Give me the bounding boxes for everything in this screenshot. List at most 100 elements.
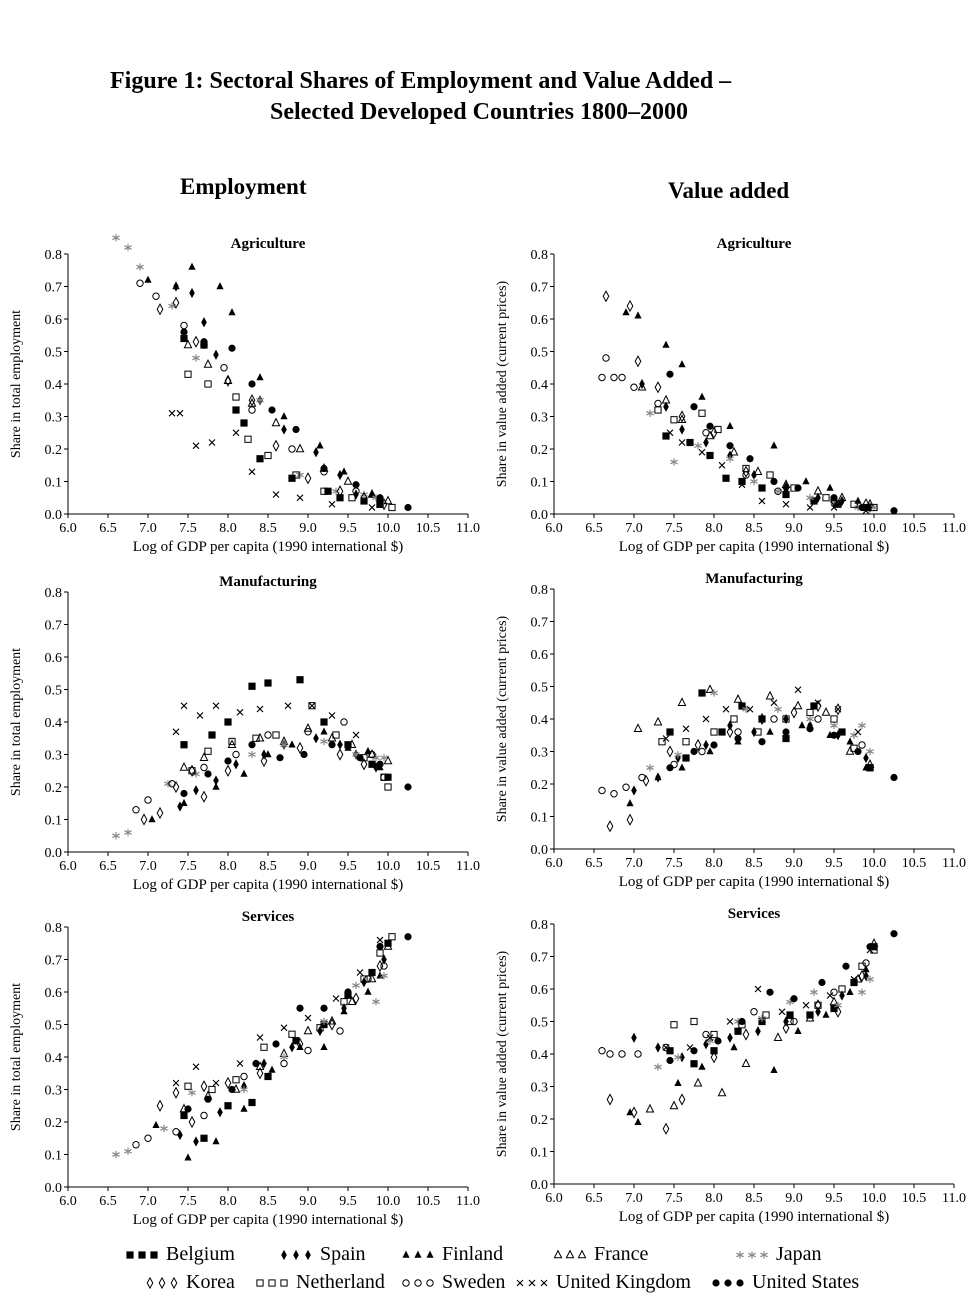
data-point-belgium	[256, 455, 264, 463]
charts-canvas: 0.0 0.1 0.2 0.3 0.4 0.5 0.6 0.7 0.8 6.0 6.5 7.0 7.5 8…	[9, 234, 966, 1228]
x-tick-label: 7.5	[179, 521, 197, 536]
y-axis-label: Share in total employment	[9, 648, 24, 796]
x-tick-label: 9.5	[825, 1191, 843, 1206]
data-point-korea	[726, 725, 734, 739]
x-tick-label: 9.5	[339, 1194, 357, 1209]
data-point-united-kingdom	[782, 500, 790, 508]
data-point-finland	[846, 987, 854, 996]
data-point-united-states	[248, 380, 256, 388]
data-point-belgium	[368, 760, 376, 768]
data-point-sweden	[598, 1047, 606, 1055]
legend-marker-circle-open-icon	[402, 1279, 410, 1287]
data-point-netherland	[698, 409, 706, 417]
data-point-united-states	[806, 725, 814, 733]
data-point-united-kingdom	[682, 725, 690, 733]
legend-marker-triangle-open-icon	[577, 1249, 587, 1259]
data-point-united-states	[352, 481, 360, 489]
data-point-netherland	[710, 1030, 718, 1039]
data-point-spain	[193, 785, 199, 796]
data-point-france	[645, 1103, 655, 1113]
y-axis-label: Share in value added (current prices)	[495, 280, 510, 487]
data-point-korea	[678, 1093, 686, 1106]
y-tick-label: 0.6	[531, 313, 549, 328]
data-point-united-kingdom	[328, 712, 336, 719]
y-tick-label: 0.3	[531, 411, 549, 426]
data-point-korea	[642, 774, 650, 787]
data-point-united-kingdom	[746, 705, 754, 713]
y-tick-label: 0.1	[531, 811, 549, 826]
data-point-united-states	[296, 1004, 304, 1012]
data-point-korea	[710, 1051, 718, 1064]
legend: Belgium Spain Finland France Japan Korea Nethe…	[0, 1240, 980, 1300]
x-tick-label: 7.0	[625, 521, 643, 536]
data-point-netherland	[710, 728, 718, 736]
data-point-sweden	[304, 728, 312, 736]
data-point-korea	[156, 1099, 164, 1112]
data-point-netherland	[388, 933, 396, 941]
data-point-korea	[710, 426, 718, 439]
data-point-spain	[815, 492, 821, 503]
data-point-sweden	[662, 1043, 670, 1052]
data-point-finland	[794, 1026, 802, 1035]
y-tick-label: 0.3	[45, 1084, 63, 1099]
data-point-finland	[288, 740, 296, 748]
data-point-sweden	[618, 373, 626, 382]
data-point-united-states	[858, 503, 866, 512]
data-point-france	[327, 732, 337, 742]
x-tick-label: 9.5	[339, 521, 357, 536]
data-point-united-states	[738, 1017, 746, 1026]
data-point-united-states	[404, 503, 412, 512]
data-point-united-states	[272, 1040, 280, 1048]
data-point-japan	[296, 471, 304, 479]
data-point-united-states	[300, 750, 308, 759]
y-tick-label: 0.0	[531, 508, 549, 523]
data-point-finland	[726, 421, 734, 430]
data-point-united-kingdom	[666, 429, 674, 437]
data-point-united-kingdom	[356, 969, 364, 976]
data-point-spain	[663, 401, 669, 412]
data-point-japan	[192, 354, 200, 362]
y-tick-label: 0.3	[531, 1081, 549, 1096]
data-point-korea	[380, 498, 388, 511]
legend-label: France	[594, 1243, 649, 1265]
data-point-japan	[858, 721, 866, 730]
data-point-united-kingdom	[702, 715, 710, 723]
legend-item-france: France	[552, 1242, 648, 1266]
legend-marker-triangle-open-icon	[565, 1249, 575, 1259]
data-point-spain	[289, 1042, 295, 1053]
scatter-chart-employment-agriculture: 0.0 0.1 0.2 0.3 0.4 0.5 0.6 0.7 0.8 6.0 6.5 7.0 7.5 8…	[9, 234, 480, 555]
data-point-belgium	[758, 484, 766, 492]
legend-item-finland: Finland	[400, 1242, 503, 1266]
data-point-united-states	[818, 978, 826, 987]
data-point-netherland	[658, 738, 666, 746]
data-point-netherland	[766, 471, 774, 479]
data-point-korea	[304, 472, 312, 485]
y-tick-label: 0.1	[531, 1146, 549, 1161]
data-point-united-states	[830, 731, 838, 739]
chart-title: Manufacturing	[219, 574, 317, 590]
y-tick-label: 0.8	[531, 583, 549, 598]
legend-marker-diamond-open-icon	[170, 1276, 178, 1290]
y-tick-label: 0.8	[45, 921, 63, 936]
data-point-united-kingdom	[662, 735, 670, 742]
x-tick-label: 9.0	[785, 856, 803, 871]
x-tick-label: 10.0	[862, 856, 887, 871]
data-point-finland	[240, 1104, 248, 1112]
data-point-netherland	[244, 435, 252, 443]
data-point-finland	[344, 743, 352, 751]
data-point-belgium	[264, 1072, 272, 1081]
data-point-spain	[755, 1026, 761, 1037]
data-point-finland	[280, 412, 288, 420]
data-point-sweden	[168, 780, 176, 788]
data-point-belgium	[232, 406, 240, 414]
data-point-sweden	[132, 806, 140, 814]
data-point-korea	[758, 712, 766, 726]
data-point-netherland	[838, 985, 846, 993]
data-point-finland	[698, 1062, 706, 1070]
y-tick-label: 0.0	[45, 1181, 63, 1196]
legend-symbol-triangle-open-icon	[553, 1249, 587, 1259]
y-tick-label: 0.4	[45, 1051, 63, 1066]
data-point-sweden	[858, 741, 866, 749]
data-point-finland	[678, 763, 686, 771]
data-point-japan	[136, 263, 144, 271]
